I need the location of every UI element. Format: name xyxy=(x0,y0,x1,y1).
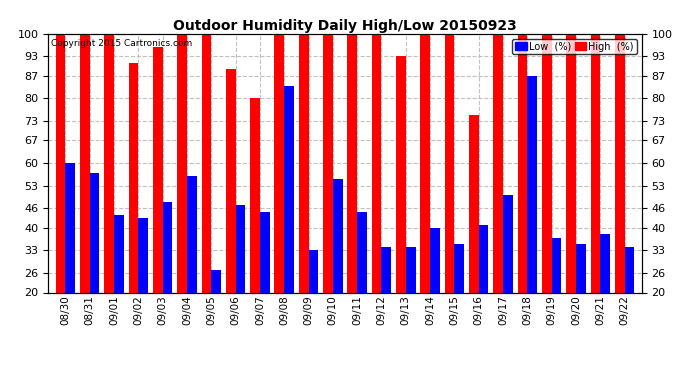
Bar xyxy=(163,202,172,357)
Text: Copyright 2015 Cartronics.com: Copyright 2015 Cartronics.com xyxy=(51,39,193,48)
Bar xyxy=(624,247,634,357)
Title: Outdoor Humidity Daily High/Low 20150923: Outdoor Humidity Daily High/Low 20150923 xyxy=(173,19,517,33)
Bar xyxy=(542,34,552,357)
Bar xyxy=(250,99,260,357)
Bar xyxy=(187,176,197,357)
Bar xyxy=(138,218,148,357)
Bar xyxy=(382,247,391,357)
Bar xyxy=(201,34,211,357)
Bar xyxy=(600,234,610,357)
Bar xyxy=(348,34,357,357)
Bar xyxy=(90,173,99,357)
Bar xyxy=(576,244,586,357)
Bar xyxy=(493,34,503,357)
Bar xyxy=(503,195,513,357)
Bar xyxy=(299,34,308,357)
Bar xyxy=(177,34,187,357)
Bar xyxy=(104,34,114,357)
Bar xyxy=(372,34,382,357)
Bar xyxy=(211,270,221,357)
Bar xyxy=(552,237,562,357)
Bar xyxy=(323,34,333,357)
Legend: Low  (%), High  (%): Low (%), High (%) xyxy=(512,39,637,54)
Bar xyxy=(226,69,235,357)
Bar xyxy=(80,34,90,357)
Bar xyxy=(333,179,342,357)
Bar xyxy=(518,34,527,357)
Bar xyxy=(66,163,75,357)
Bar xyxy=(153,47,163,357)
Bar xyxy=(566,34,576,357)
Bar xyxy=(591,34,600,357)
Bar xyxy=(128,63,138,357)
Bar xyxy=(479,225,489,357)
Bar xyxy=(235,205,245,357)
Bar xyxy=(420,34,430,357)
Bar xyxy=(260,211,270,357)
Bar xyxy=(284,86,294,357)
Bar xyxy=(527,76,537,357)
Bar xyxy=(114,215,124,357)
Bar xyxy=(308,251,318,357)
Bar xyxy=(455,244,464,357)
Bar xyxy=(396,56,406,357)
Bar xyxy=(406,247,415,357)
Bar xyxy=(56,34,66,357)
Bar xyxy=(469,115,479,357)
Bar xyxy=(357,211,367,357)
Bar xyxy=(275,34,284,357)
Bar xyxy=(445,34,455,357)
Bar xyxy=(615,34,624,357)
Bar xyxy=(430,228,440,357)
